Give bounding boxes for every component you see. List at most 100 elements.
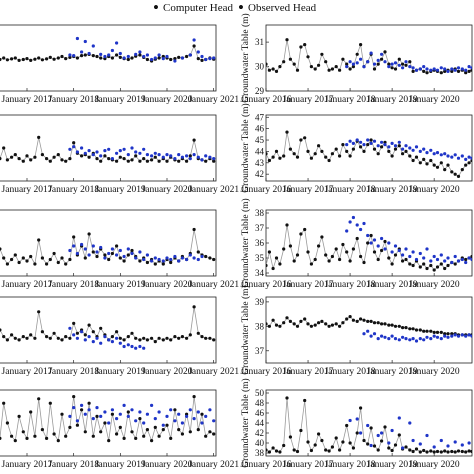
data-point-observed-head	[177, 153, 181, 157]
x-tick-label: January 2016	[241, 367, 292, 377]
data-point-observed-head	[383, 60, 387, 64]
data-point-observed-head	[351, 215, 355, 220]
data-point-computed-head	[75, 56, 79, 60]
data-point-computed-head	[145, 57, 149, 62]
data-point-computed-head	[324, 155, 328, 159]
data-point-observed-head	[439, 253, 443, 257]
data-point-computed-head	[45, 262, 49, 266]
data-point-observed-head	[460, 443, 464, 447]
data-point-observed-head	[414, 339, 419, 343]
data-point-computed-head	[351, 318, 355, 322]
data-point-computed-head	[299, 232, 303, 236]
x-tick-label: January 2017	[2, 95, 53, 105]
x-tick-label: January 2017	[283, 95, 334, 105]
x-tick-label: January 2020	[142, 185, 193, 195]
x-tick-label: January 2019	[367, 367, 418, 377]
data-point-computed-head	[118, 425, 122, 429]
data-point-computed-head	[387, 256, 391, 260]
data-point-observed-head	[91, 417, 95, 421]
data-point-computed-head	[330, 323, 334, 327]
data-point-observed-head	[91, 340, 95, 344]
data-point-observed-head	[401, 446, 405, 450]
data-point-observed-head	[418, 149, 422, 153]
data-point-computed-head	[292, 259, 296, 263]
data-point-computed-head	[122, 338, 126, 342]
y-tick-label: 34	[255, 268, 265, 278]
data-point-computed-head	[266, 152, 268, 156]
data-point-computed-head	[411, 263, 415, 268]
data-point-observed-head	[366, 138, 370, 142]
data-point-computed-head	[439, 161, 443, 165]
data-point-observed-head	[359, 140, 363, 144]
data-point-computed-head	[292, 448, 296, 452]
data-point-computed-head	[341, 321, 345, 325]
data-point-computed-head	[338, 68, 342, 72]
data-point-computed-head	[177, 159, 181, 163]
data-point-computed-head	[299, 319, 303, 323]
data-point-computed-head	[267, 450, 271, 454]
data-point-computed-head	[165, 423, 169, 427]
data-point-observed-head	[422, 338, 426, 342]
data-point-observed-head	[397, 248, 401, 253]
data-point-computed-head	[432, 330, 436, 334]
plot-frame	[0, 389, 217, 457]
data-point-computed-head	[292, 322, 296, 326]
data-point-observed-head	[450, 155, 454, 159]
data-point-observed-head	[429, 337, 433, 341]
data-point-computed-head	[192, 138, 196, 142]
data-point-observed-head	[103, 410, 107, 414]
data-point-computed-head	[52, 432, 56, 436]
x-tick-label: January 2018	[48, 95, 99, 105]
data-point-observed-head	[153, 417, 157, 421]
data-point-observed-head	[165, 414, 169, 418]
data-point-observed-head	[165, 153, 169, 157]
data-point-observed-head	[188, 408, 192, 412]
data-point-observed-head	[404, 60, 408, 64]
data-point-computed-head	[303, 227, 307, 232]
data-point-computed-head	[95, 54, 99, 59]
data-point-computed-head	[115, 159, 119, 163]
data-point-computed-head	[309, 262, 313, 266]
x-tick-label: January 2017	[283, 185, 334, 195]
x-tick-label: January 2019	[95, 460, 146, 470]
data-point-computed-head	[33, 434, 37, 438]
x-tick-label: January 2017	[283, 460, 334, 470]
data-point-computed-head	[464, 71, 468, 75]
data-point-computed-head	[0, 247, 2, 251]
data-point-observed-head	[376, 433, 380, 438]
data-point-observed-head	[103, 149, 107, 153]
data-point-observed-head	[439, 66, 443, 70]
x-tick-label: January 2020	[142, 280, 193, 290]
data-point-observed-head	[425, 335, 429, 339]
data-point-computed-head	[40, 256, 45, 260]
data-point-computed-head	[2, 335, 6, 339]
data-point-observed-head	[161, 423, 165, 427]
x-tick-label: January 2016	[241, 95, 292, 105]
data-point-computed-head	[460, 168, 464, 172]
data-point-computed-head	[338, 154, 342, 158]
data-point-computed-head	[87, 401, 91, 405]
data-point-observed-head	[411, 250, 415, 254]
y-axis-title: Groundwater Table (m)	[240, 103, 251, 192]
x-tick-label: January 2019	[367, 95, 418, 105]
data-point-computed-head	[372, 444, 377, 448]
data-point-computed-head	[266, 448, 268, 452]
data-point-observed-head	[157, 257, 161, 262]
data-point-observed-head	[122, 344, 126, 349]
data-point-computed-head	[345, 250, 349, 254]
data-point-observed-head	[72, 333, 76, 337]
x-tick-label: January 2018	[325, 280, 376, 290]
data-point-observed-head	[204, 57, 208, 62]
data-point-computed-head	[467, 161, 471, 165]
data-point-computed-head	[317, 321, 321, 325]
data-point-computed-head	[134, 154, 138, 158]
data-point-computed-head	[185, 412, 189, 416]
data-point-observed-head	[169, 154, 173, 158]
data-point-computed-head	[288, 244, 292, 248]
data-point-computed-head	[404, 445, 408, 449]
data-point-computed-head	[165, 336, 169, 340]
series-layer	[266, 215, 472, 272]
data-point-observed-head	[443, 152, 447, 156]
data-point-computed-head	[422, 448, 426, 453]
